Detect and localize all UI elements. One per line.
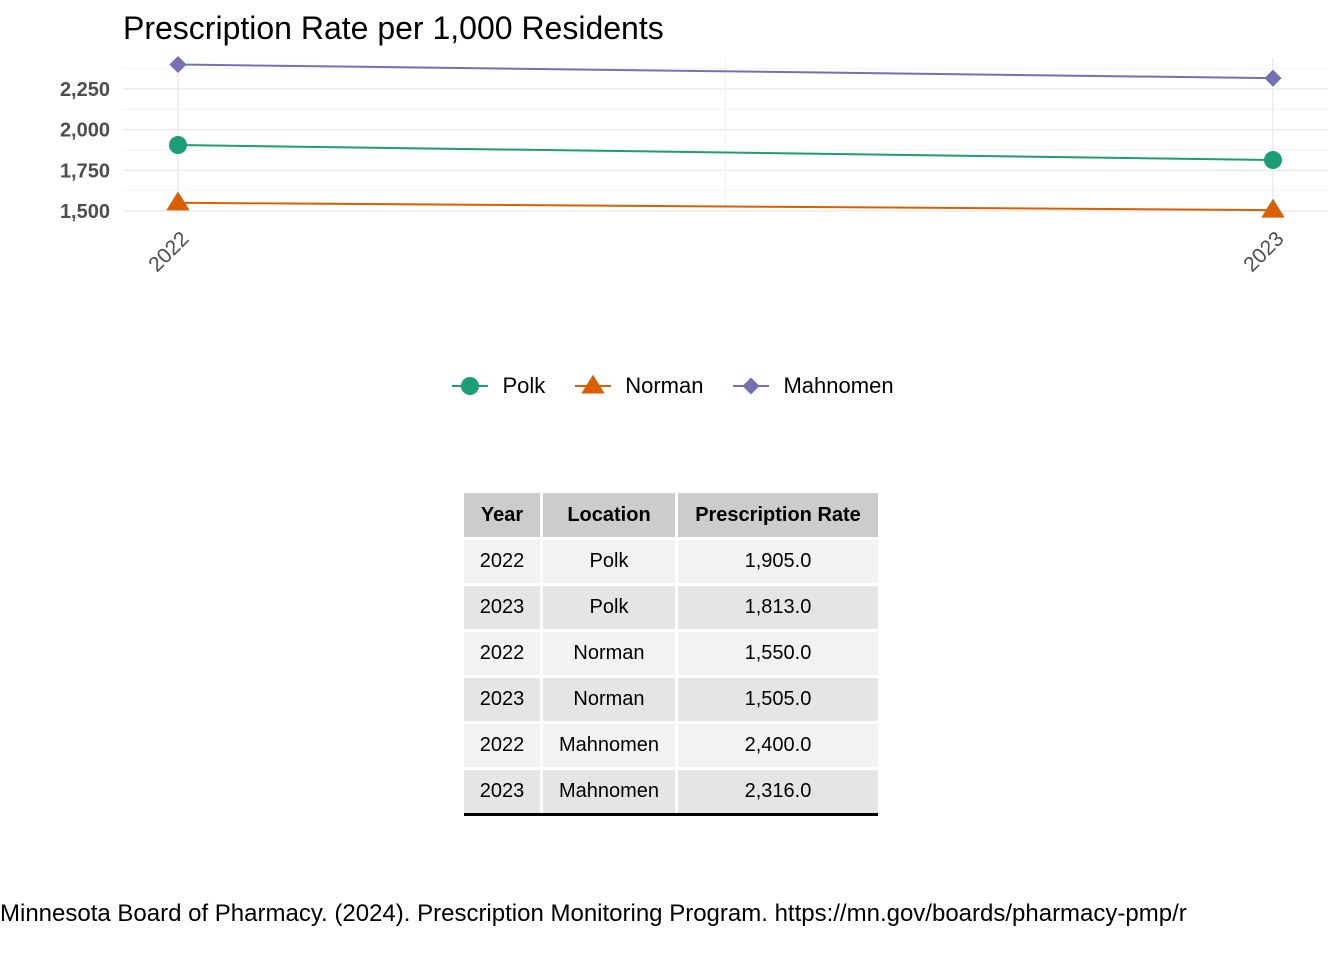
tick-layer: 1,500 1,750 2,000 2,250 2022 2023: [60, 79, 1289, 277]
series-line-mahnomen: [177, 63, 1274, 80]
grid-layer: [123, 58, 1328, 215]
cell-year: 2023: [464, 676, 543, 724]
header-prescription-rate: Prescription Rate: [676, 493, 878, 540]
data-point-norman: [1261, 198, 1285, 218]
cell-rate: 2,400.0: [676, 722, 878, 770]
source-caption: Minnesota Board of Pharmacy. (2024). Pre…: [0, 900, 1187, 927]
cell-location: Norman: [541, 676, 678, 724]
series-line-polk: [177, 144, 1274, 162]
table-row: 2023 Norman 1,505.0: [464, 676, 878, 724]
data-point-mahnomen: [1264, 69, 1282, 87]
y-tick-label: 1,500: [60, 201, 110, 223]
cell-year: 2022: [464, 722, 543, 770]
legend-label: Mahnomen: [783, 373, 894, 398]
cell-year: 2022: [464, 630, 543, 678]
chart-title: Prescription Rate per 1,000 Residents: [123, 10, 664, 46]
header-year: Year: [464, 493, 543, 540]
cell-location: Polk: [541, 538, 678, 586]
series-layer: [166, 55, 1285, 218]
legend-key-marker: [742, 377, 761, 395]
legend: Polk Norman Mahnomen: [0, 366, 1344, 406]
data-table-container: Year Location Prescription Rate 2022 Pol…: [464, 493, 878, 816]
series-line-norman: [177, 201, 1274, 212]
header-location: Location: [541, 493, 678, 540]
cell-year: 2023: [464, 584, 543, 632]
legend-item-mahnomen: Mahnomen: [731, 366, 894, 406]
cell-rate: 1,905.0: [676, 538, 878, 586]
legend-item-polk: Polk: [450, 366, 545, 406]
table-row: 2022 Norman 1,550.0: [464, 630, 878, 678]
y-tick-label: 2,250: [60, 79, 110, 101]
table-row: 2023 Mahnomen 2,316.0: [464, 768, 878, 816]
table-row: 2022 Polk 1,905.0: [464, 538, 878, 586]
legend-key-norman: [575, 374, 612, 394]
data-point-norman: [166, 191, 190, 211]
cell-year: 2023: [464, 768, 543, 816]
cell-rate: 2,316.0: [676, 768, 878, 816]
legend-key-mahnomen: [733, 377, 770, 395]
cell-location: Mahnomen: [541, 722, 678, 770]
data-point-polk: [169, 136, 187, 155]
data-table: Year Location Prescription Rate 2022 Pol…: [464, 493, 878, 816]
legend-key-marker: [581, 374, 605, 394]
data-point-mahnomen: [169, 55, 187, 74]
x-tick-label: 2022: [144, 227, 193, 276]
cell-location: Mahnomen: [541, 768, 678, 816]
cell-rate: 1,813.0: [676, 584, 878, 632]
cell-rate: 1,505.0: [676, 676, 878, 724]
table-header-row: Year Location Prescription Rate: [464, 493, 878, 540]
table-row: 2023 Polk 1,813.0: [464, 584, 878, 632]
legend-label: Norman: [625, 373, 704, 398]
legend-label: Polk: [502, 373, 546, 398]
cell-rate: 1,550.0: [676, 630, 878, 678]
table-row: 2022 Mahnomen 2,400.0: [464, 722, 878, 770]
y-tick-label: 2,000: [60, 120, 110, 142]
data-point-polk: [1264, 151, 1282, 170]
cell-location: Norman: [541, 630, 678, 678]
y-tick-label: 1,750: [60, 160, 110, 182]
legend-key-polk: [452, 377, 489, 395]
legend-item-norman: Norman: [573, 366, 703, 406]
legend-key-marker: [461, 377, 480, 395]
cell-year: 2022: [464, 538, 543, 586]
cell-location: Polk: [541, 584, 678, 632]
line-chart: 1,500 1,750 2,000 2,250 2022 2023: [60, 55, 1328, 277]
x-tick-label: 2023: [1239, 227, 1288, 276]
